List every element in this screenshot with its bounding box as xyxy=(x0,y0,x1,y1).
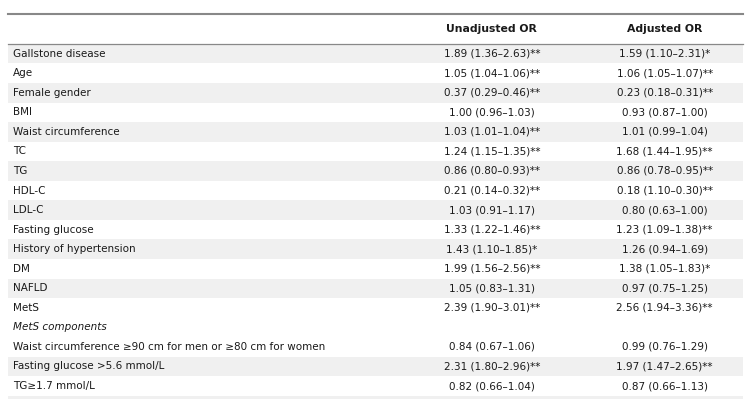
Text: 0.97 (0.75–1.25): 0.97 (0.75–1.25) xyxy=(622,283,707,293)
Bar xyxy=(8,298,743,318)
Text: 0.21 (0.14–0.32)**: 0.21 (0.14–0.32)** xyxy=(444,186,540,196)
Text: 1.03 (1.01–1.04)**: 1.03 (1.01–1.04)** xyxy=(444,127,540,137)
Text: Unadjusted OR: Unadjusted OR xyxy=(446,24,538,34)
Bar xyxy=(8,200,743,220)
Text: 1.24 (1.15–1.35)**: 1.24 (1.15–1.35)** xyxy=(444,146,540,156)
Bar xyxy=(8,181,743,200)
Text: 1.26 (0.94–1.69): 1.26 (0.94–1.69) xyxy=(622,244,707,254)
Text: 1.03 (0.91–1.17): 1.03 (0.91–1.17) xyxy=(449,205,535,215)
Text: 0.84 (0.67–1.06): 0.84 (0.67–1.06) xyxy=(449,342,535,352)
Text: History of hypertension: History of hypertension xyxy=(13,244,135,254)
Text: 0.18 (1.10–0.30)**: 0.18 (1.10–0.30)** xyxy=(617,186,713,196)
Text: 1.99 (1.56–2.56)**: 1.99 (1.56–2.56)** xyxy=(444,264,540,274)
Text: BMI: BMI xyxy=(13,107,32,117)
Text: Adjusted OR: Adjusted OR xyxy=(627,24,702,34)
Text: 0.80 (0.63–1.00): 0.80 (0.63–1.00) xyxy=(622,205,707,215)
Bar xyxy=(8,376,743,396)
Text: LDL-C: LDL-C xyxy=(13,205,44,215)
Text: 2.39 (1.90–3.01)**: 2.39 (1.90–3.01)** xyxy=(444,303,540,313)
Text: TG≥1.7 mmol/L: TG≥1.7 mmol/L xyxy=(13,381,95,391)
Text: Female gender: Female gender xyxy=(13,88,91,98)
Bar xyxy=(8,44,743,63)
Bar xyxy=(8,142,743,161)
Text: TG: TG xyxy=(13,166,27,176)
Text: 1.68 (1.44–1.95)**: 1.68 (1.44–1.95)** xyxy=(617,146,713,156)
Text: MetS: MetS xyxy=(13,303,39,313)
Text: MetS components: MetS components xyxy=(13,322,107,332)
Text: 2.31 (1.80–2.96)**: 2.31 (1.80–2.96)** xyxy=(444,361,540,371)
Text: Gallstone disease: Gallstone disease xyxy=(13,49,105,59)
Text: NAFLD: NAFLD xyxy=(13,283,47,293)
Bar xyxy=(8,279,743,298)
Text: 1.33 (1.22–1.46)**: 1.33 (1.22–1.46)** xyxy=(444,225,540,235)
Text: 0.99 (0.76–1.29): 0.99 (0.76–1.29) xyxy=(622,342,707,352)
Bar xyxy=(8,161,743,181)
Text: 1.89 (1.36–2.63)**: 1.89 (1.36–2.63)** xyxy=(444,49,540,59)
Bar xyxy=(8,337,743,357)
Text: 0.87 (0.66–1.13): 0.87 (0.66–1.13) xyxy=(622,381,707,391)
Text: 0.86 (0.78–0.95)**: 0.86 (0.78–0.95)** xyxy=(617,166,713,176)
Text: Waist circumference ≥90 cm for men or ≥80 cm for women: Waist circumference ≥90 cm for men or ≥8… xyxy=(13,342,325,352)
Text: Age: Age xyxy=(13,68,33,78)
Bar xyxy=(8,220,743,239)
Text: DM: DM xyxy=(13,264,29,274)
Text: 0.37 (0.29–0.46)**: 0.37 (0.29–0.46)** xyxy=(444,88,540,98)
Bar xyxy=(8,396,743,399)
Bar xyxy=(8,357,743,376)
Text: 2.56 (1.94–3.36)**: 2.56 (1.94–3.36)** xyxy=(617,303,713,313)
Text: 1.59 (1.10–2.31)*: 1.59 (1.10–2.31)* xyxy=(619,49,710,59)
Text: 1.43 (1.10–1.85)*: 1.43 (1.10–1.85)* xyxy=(446,244,538,254)
Text: 0.93 (0.87–1.00): 0.93 (0.87–1.00) xyxy=(622,107,707,117)
Bar xyxy=(8,103,743,122)
Text: 1.01 (0.99–1.04): 1.01 (0.99–1.04) xyxy=(622,127,707,137)
Text: 1.23 (1.09–1.38)**: 1.23 (1.09–1.38)** xyxy=(617,225,713,235)
Text: 1.05 (1.04–1.06)**: 1.05 (1.04–1.06)** xyxy=(444,68,540,78)
Bar xyxy=(8,14,743,44)
Bar xyxy=(8,259,743,279)
Text: Waist circumference: Waist circumference xyxy=(13,127,119,137)
Text: 1.00 (0.96–1.03): 1.00 (0.96–1.03) xyxy=(449,107,535,117)
Text: 1.06 (1.05–1.07)**: 1.06 (1.05–1.07)** xyxy=(617,68,713,78)
Text: TC: TC xyxy=(13,146,26,156)
Text: HDL-C: HDL-C xyxy=(13,186,45,196)
Bar xyxy=(8,318,743,337)
Text: Fasting glucose: Fasting glucose xyxy=(13,225,93,235)
Text: 0.86 (0.80–0.93)**: 0.86 (0.80–0.93)** xyxy=(444,166,540,176)
Bar xyxy=(8,122,743,142)
Text: 1.38 (1.05–1.83)*: 1.38 (1.05–1.83)* xyxy=(619,264,710,274)
Text: Fasting glucose >5.6 mmol/L: Fasting glucose >5.6 mmol/L xyxy=(13,361,164,371)
Bar xyxy=(8,239,743,259)
Text: 0.82 (0.66–1.04): 0.82 (0.66–1.04) xyxy=(449,381,535,391)
Text: 1.97 (1.47–2.65)**: 1.97 (1.47–2.65)** xyxy=(617,361,713,371)
Text: 1.05 (0.83–1.31): 1.05 (0.83–1.31) xyxy=(449,283,535,293)
Bar xyxy=(8,83,743,103)
Text: 0.23 (0.18–0.31)**: 0.23 (0.18–0.31)** xyxy=(617,88,713,98)
Bar xyxy=(8,63,743,83)
